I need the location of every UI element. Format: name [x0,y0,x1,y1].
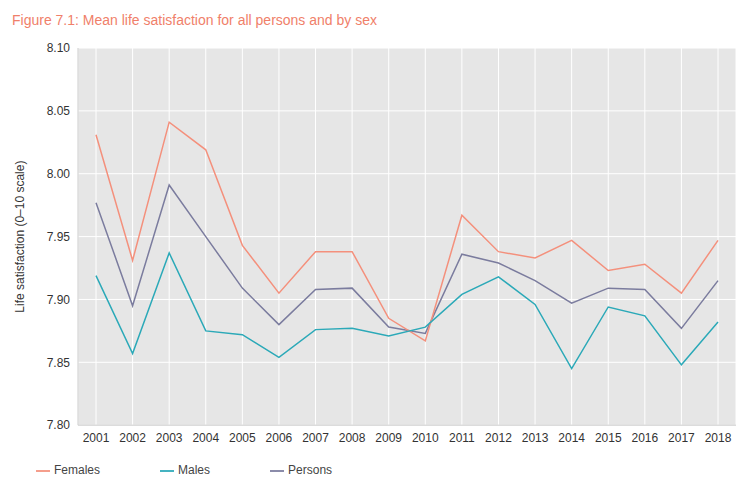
svg-text:2013: 2013 [522,431,549,445]
svg-text:2010: 2010 [412,431,439,445]
svg-text:2018: 2018 [705,431,732,445]
html-text:Figure 7.1: Mean life satisfac: Figure 7.1: Mean life satisfaction for a… [12,12,377,28]
svg-text:7.85: 7.85 [47,356,71,370]
svg-text:2014: 2014 [558,431,585,445]
svg-text:7.95: 7.95 [47,230,71,244]
svg-text:2012: 2012 [485,431,512,445]
svg-text:7.90: 7.90 [47,293,71,307]
svg-text:2004: 2004 [192,431,219,445]
svg-text:2009: 2009 [375,431,402,445]
svg-text:8.10: 8.10 [47,41,71,55]
html-text:Males: Males [178,463,210,478]
html-text:Females: Females [54,463,100,478]
svg-text:8.00: 8.00 [47,167,71,181]
svg-text:2002: 2002 [119,431,146,445]
svg-text:2007: 2007 [302,431,329,445]
svg-text:8.05: 8.05 [47,104,71,118]
html-text:Persons: Persons [288,463,333,478]
svg-text:2008: 2008 [339,431,366,445]
svg-text:2017: 2017 [668,431,695,445]
svg-text:2011: 2011 [449,431,475,445]
svg-text:2016: 2016 [631,431,658,445]
svg-text:Life satisfaction (0–10 scale): Life satisfaction (0–10 scale) [13,161,27,313]
svg-text:7.80: 7.80 [47,418,71,432]
svg-text:2005: 2005 [229,431,256,445]
svg-text:2001: 2001 [83,431,110,445]
svg-text:2003: 2003 [156,431,183,445]
svg-text:2006: 2006 [266,431,293,445]
svg-text:2015: 2015 [595,431,622,445]
